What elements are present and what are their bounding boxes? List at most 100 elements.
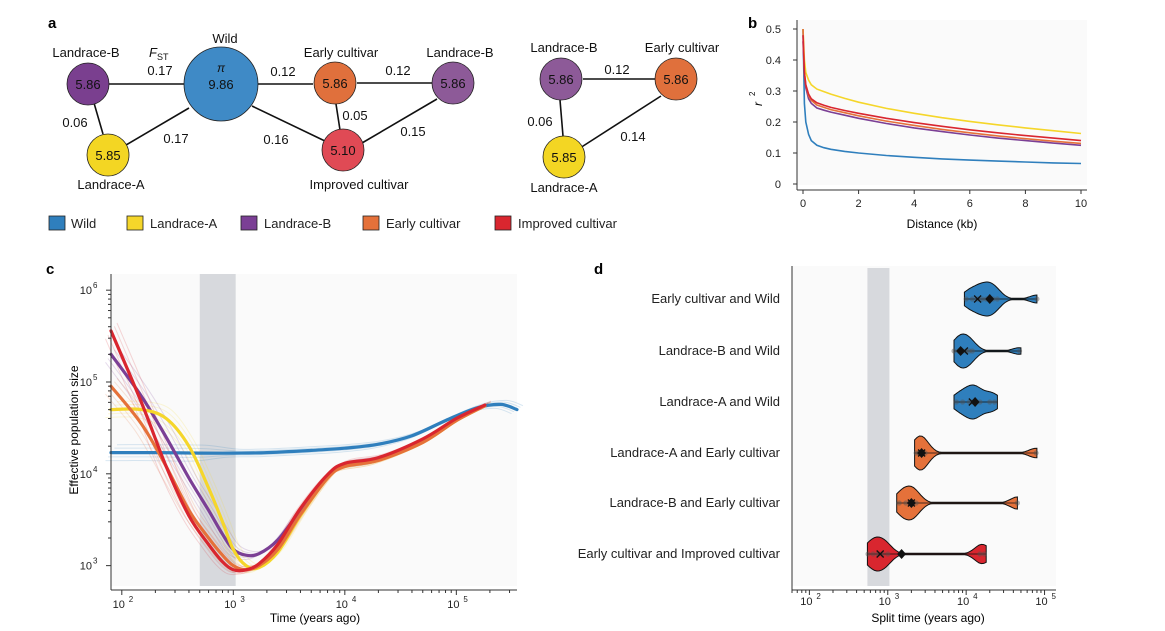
violin-point-0 (994, 296, 1000, 302)
network-1-nodes (66, 46, 475, 177)
axis-d-xlabel: Split time (years ago) (871, 611, 984, 625)
d-xtick-base: 10 (957, 596, 969, 608)
axis-c-xlabel: Time (years ago) (270, 611, 360, 625)
node2-la-value: 5.85 (551, 150, 576, 165)
ne-bootstrap-landrace_a (105, 409, 480, 574)
c-xtick-base: 10 (447, 599, 459, 611)
c-ytick-exp: 5 (93, 373, 98, 382)
violin-point-5 (977, 551, 983, 557)
node-ic-name: Improved cultivar (310, 177, 410, 192)
node-wild (183, 46, 259, 122)
node-la-name: Landrace-A (77, 177, 145, 192)
d-xtick-base: 10 (879, 596, 891, 608)
violin-point-4 (1014, 500, 1020, 506)
violin-category-label: Landrace-B and Wild (659, 343, 780, 358)
legend-swatch-improved-cultivar (494, 215, 512, 231)
plot-d-categories: Early cultivar and Wild Landrace-B and Wi… (578, 291, 781, 561)
panel-label-d: d (594, 261, 603, 278)
legend-label-wild: Wild (71, 216, 96, 231)
violin-median-marker-3 (917, 448, 927, 458)
c-xtick-exp: 4 (352, 595, 357, 604)
c-xtick-exp: 2 (129, 595, 134, 604)
ld-line-landrace_a (802, 28, 1082, 135)
network-2-texts: 5.86 Landrace-B 5.86 Early cultivar 5.85… (527, 40, 720, 195)
ld-line-improved (802, 35, 1082, 142)
c-ytick-exp: 4 (93, 465, 98, 474)
legend-swatch-early-cultivar (362, 215, 380, 231)
node-landrace-b (66, 62, 110, 106)
violin-median-marker-1 (956, 346, 966, 356)
node2-landrace-b (539, 57, 583, 101)
b-xtick-label: 8 (1022, 198, 1028, 210)
plot-b-lines (802, 28, 1082, 165)
legend-label-landrace-a: Landrace-A (150, 216, 218, 231)
d-xtick-base: 10 (1035, 596, 1047, 608)
edge-label-wild-ic: 0.16 (263, 132, 288, 147)
plot-c-lines (109, 329, 519, 573)
edge-lb-la (93, 102, 104, 135)
edge-label-ic-lb2: 0.15 (400, 124, 425, 139)
edge-label-wild-ec: 0.12 (270, 64, 295, 79)
violin-point-1 (966, 348, 973, 354)
violin-category-label: Early cultivar and Wild (651, 291, 780, 306)
violin-point-5 (865, 551, 871, 557)
plot-d-ticks: 10 2 10 3 10 4 10 5 (791, 590, 1057, 608)
violin-median-marker-5 (897, 549, 907, 559)
ne-line-improved (109, 329, 487, 573)
edge-label-la-wild: 0.17 (163, 131, 188, 146)
d-xtick-exp: 5 (1052, 592, 1057, 601)
node-wild-name: Wild (212, 31, 237, 46)
edge-label-ec-lb2: 0.12 (385, 63, 410, 78)
node2-la-name: Landrace-A (530, 180, 598, 195)
edge-la-wild (125, 107, 190, 146)
c-ytick-exp: 6 (93, 281, 98, 290)
ld-line-landrace_b (802, 41, 1082, 147)
plot-d-violins (865, 281, 1040, 572)
violin-mean-marker-0 (973, 295, 982, 303)
edge-label-ec-ic: 0.05 (342, 108, 367, 123)
violin-point-2 (977, 399, 983, 405)
ld-line-wild (802, 28, 1082, 165)
d-xtick-base: 10 (800, 596, 812, 608)
pi-symbol: π (217, 61, 226, 75)
b-ytick-label: 0.4 (766, 55, 781, 67)
edge2-la-ec (579, 95, 662, 149)
edge2-label-lb-ec: 0.12 (604, 62, 629, 77)
node-lb2-name: Landrace-B (426, 45, 493, 60)
edge-ec-ic (335, 103, 341, 131)
plot-b-background (797, 20, 1087, 185)
plot-c-ticks: 10 2 10 3 10 4 10 510 310 410 510 6 (80, 281, 511, 611)
network-2 (559, 78, 662, 149)
node-improved-cultivar (321, 128, 365, 172)
edge2-label-la-ec: 0.14 (620, 129, 645, 144)
violin-category-label: Early cultivar and Improved cultivar (578, 546, 781, 561)
edge-label-lb-wild: 0.17 (147, 63, 172, 78)
node-landrace-a (86, 133, 130, 177)
b-xtick-label: 4 (911, 198, 917, 210)
fst-subscript: ST (157, 52, 169, 62)
c-ytick-base: 10 (80, 285, 92, 297)
panel-label-b: b (748, 15, 757, 32)
node-ec-value: 5.86 (322, 76, 347, 91)
edge2-label-lb-la: 0.06 (527, 114, 552, 129)
node2-lb-name: Landrace-B (530, 40, 597, 55)
node-ec-name: Early cultivar (304, 45, 379, 60)
violin-point-5 (870, 551, 876, 557)
node2-landrace-a (542, 135, 586, 179)
violin-point-0 (1034, 296, 1040, 302)
panel-label-c: c (46, 261, 54, 278)
d-xtick-exp: 4 (973, 592, 978, 601)
violin-point-4 (896, 500, 902, 506)
violin-point-3 (913, 450, 919, 456)
legend-label-improved-cultivar: Improved cultivar (518, 216, 618, 231)
violin-point-2 (987, 399, 993, 405)
edge-wild-ic (251, 105, 328, 143)
violin-category-label: Landrace-A and Wild (659, 394, 780, 409)
d-xtick-exp: 3 (895, 592, 900, 601)
node-early-cultivar (313, 61, 357, 105)
c-xtick-exp: 5 (463, 595, 468, 604)
c-ytick-base: 10 (80, 469, 92, 481)
violin-point-4 (913, 500, 919, 506)
edge-label-lb-la: 0.06 (62, 115, 87, 130)
